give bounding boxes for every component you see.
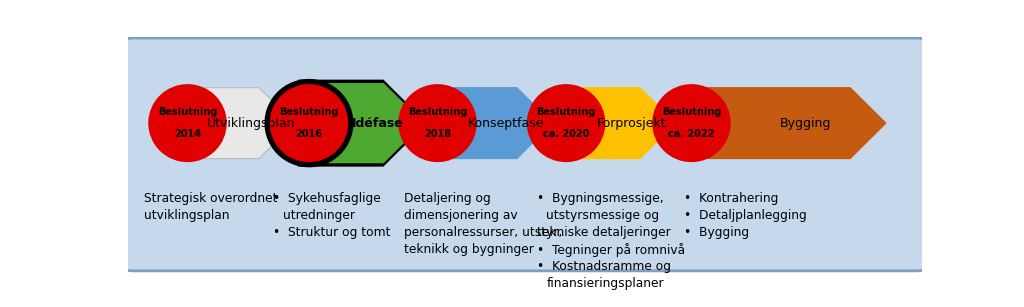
Polygon shape [298, 80, 427, 167]
Text: utstyrsmessige og: utstyrsmessige og [546, 209, 659, 222]
Text: Utviklingsplan: Utviklingsplan [207, 117, 296, 130]
Text: Beslutning: Beslutning [280, 107, 339, 117]
Text: dimensjonering av: dimensjonering av [404, 209, 518, 222]
Ellipse shape [264, 79, 353, 167]
Text: teknikk og bygninger: teknikk og bygninger [404, 243, 535, 256]
Text: 2016: 2016 [296, 129, 323, 139]
Text: Beslutning: Beslutning [408, 107, 467, 117]
Text: •  Bygging: • Bygging [684, 226, 749, 239]
Text: •  Bygningsmessige,: • Bygningsmessige, [537, 192, 664, 205]
Polygon shape [179, 88, 295, 159]
Text: •  Detaljplanlegging: • Detaljplanlegging [684, 209, 806, 222]
Text: personalressurser, utstyr,: personalressurser, utstyr, [404, 226, 562, 239]
Text: Konseptfase: Konseptfase [468, 117, 544, 130]
FancyBboxPatch shape [123, 38, 927, 271]
Polygon shape [301, 83, 424, 163]
Ellipse shape [652, 84, 731, 162]
Text: •  Kontrahering: • Kontrahering [684, 192, 778, 205]
Text: Idéfase: Idéfase [351, 117, 403, 130]
Text: •  Kostnadsramme og: • Kostnadsramme og [537, 260, 671, 273]
Text: Beslutning: Beslutning [662, 107, 721, 117]
Text: 2014: 2014 [174, 129, 201, 139]
Text: Beslutning: Beslutning [158, 107, 217, 117]
Text: 2018: 2018 [424, 129, 451, 139]
Text: Forprosjekt: Forprosjekt [596, 117, 666, 130]
Polygon shape [684, 88, 886, 159]
Text: Detaljering og: Detaljering og [404, 192, 490, 205]
Text: utredninger: utredninger [283, 209, 354, 222]
Polygon shape [558, 88, 676, 159]
Text: Beslutning: Beslutning [537, 107, 596, 117]
Text: utviklingsplan: utviklingsplan [143, 209, 229, 222]
Text: •  Sykehusfaglige: • Sykehusfaglige [273, 192, 381, 205]
Ellipse shape [269, 84, 348, 162]
Ellipse shape [148, 84, 226, 162]
Text: •  Struktur og tomt: • Struktur og tomt [273, 226, 391, 239]
Ellipse shape [398, 84, 477, 162]
Text: tekniske detaljeringer: tekniske detaljeringer [537, 226, 671, 239]
Text: finansieringsplaner: finansieringsplaner [546, 277, 664, 290]
Text: ca. 2020: ca. 2020 [543, 129, 589, 139]
Text: ca. 2022: ca. 2022 [669, 129, 715, 139]
Polygon shape [430, 88, 553, 159]
Text: Strategisk overordnet: Strategisk overordnet [143, 192, 278, 205]
Text: •  Tegninger på romnivå: • Tegninger på romnivå [537, 243, 685, 257]
Ellipse shape [526, 84, 605, 162]
Text: Bygging: Bygging [780, 117, 831, 130]
